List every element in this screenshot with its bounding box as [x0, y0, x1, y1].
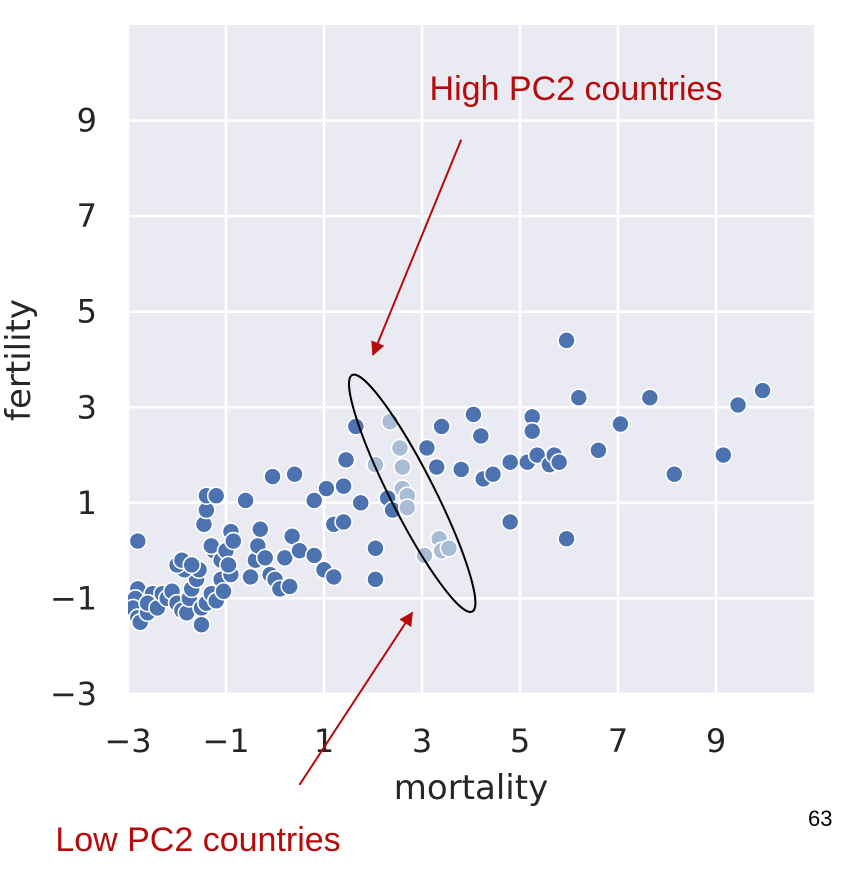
data-point: [569, 388, 589, 408]
data-point: [275, 548, 295, 568]
data-point: [611, 414, 630, 434]
data-point: [214, 581, 233, 601]
data-point: [464, 405, 483, 424]
data-point: [282, 527, 302, 546]
data-point: [334, 512, 353, 532]
data-point: [557, 331, 576, 350]
data-point: [324, 567, 344, 587]
data-point: [390, 438, 410, 458]
plot-background: [128, 25, 814, 694]
data-point: [285, 464, 304, 484]
y-tick-label: 7: [77, 197, 97, 235]
high-pc2-arrow: [371, 139, 463, 357]
data-point: [549, 452, 569, 472]
data-point: [589, 440, 608, 460]
data-point: [522, 421, 542, 441]
data-point: [427, 457, 447, 477]
x-tick-label: 1: [314, 722, 334, 760]
data-point: [432, 417, 451, 436]
x-axis-label: mortality: [394, 768, 548, 808]
low-pc2-annotation: Low PC2 countries: [55, 821, 340, 859]
x-tick-label: 5: [510, 722, 530, 760]
low-pc2-arrow: [298, 611, 414, 786]
data-point: [206, 486, 226, 505]
y-tick-label: 1: [77, 484, 97, 522]
highlighted-points: [366, 412, 459, 565]
data-point: [366, 570, 385, 589]
data-point: [366, 455, 385, 474]
y-tick-label: 9: [77, 102, 97, 140]
main-points: [128, 331, 772, 635]
data-point: [263, 467, 282, 486]
y-tick-label: −1: [50, 579, 97, 617]
data-point: [393, 457, 412, 477]
data-point: [317, 479, 336, 498]
data-point: [236, 491, 255, 510]
y-tick-labels: −3 −1 1 3 5 7 9: [50, 102, 97, 713]
data-point: [304, 491, 324, 510]
data-point: [640, 388, 660, 408]
data-point: [351, 493, 371, 513]
x-tick-label: 3: [412, 722, 432, 760]
x-tick-label: −3: [104, 722, 151, 760]
y-tick-label: −3: [50, 675, 97, 713]
data-point: [128, 531, 148, 551]
high-pc2-annotation: High PC2 countries: [430, 70, 723, 108]
data-point: [241, 567, 260, 587]
data-point: [500, 512, 520, 532]
data-point: [728, 395, 748, 415]
x-tick-labels: −3 −1 1 3 5 7 9: [104, 722, 726, 760]
y-tick-label: 3: [77, 388, 97, 426]
data-point: [224, 531, 243, 551]
data-point: [417, 438, 437, 458]
data-point: [336, 450, 356, 470]
data-point: [334, 476, 353, 496]
data-point: [250, 519, 270, 539]
pc2-ellipse: [348, 373, 477, 613]
x-tick-label: 7: [608, 722, 628, 760]
data-point: [397, 498, 417, 517]
data-point: [280, 577, 300, 596]
data-point: [304, 546, 324, 565]
x-tick-label: 9: [706, 722, 726, 760]
data-point: [219, 555, 238, 575]
data-point: [415, 546, 434, 565]
data-point: [192, 615, 211, 635]
data-point: [182, 555, 201, 575]
data-point: [439, 538, 459, 558]
data-point: [366, 538, 385, 558]
y-axis-label: fertility: [0, 299, 39, 421]
data-point: [665, 464, 684, 484]
data-point: [471, 426, 491, 446]
data-point: [557, 529, 576, 548]
data-point: [714, 445, 733, 465]
x-tick-label: −1: [202, 722, 249, 760]
data-point: [500, 452, 520, 472]
data-point: [753, 381, 772, 400]
page-number: 63: [808, 806, 833, 831]
data-point: [255, 548, 275, 568]
data-point: [451, 460, 471, 479]
data-point: [483, 464, 503, 484]
y-tick-label: 5: [77, 293, 97, 331]
